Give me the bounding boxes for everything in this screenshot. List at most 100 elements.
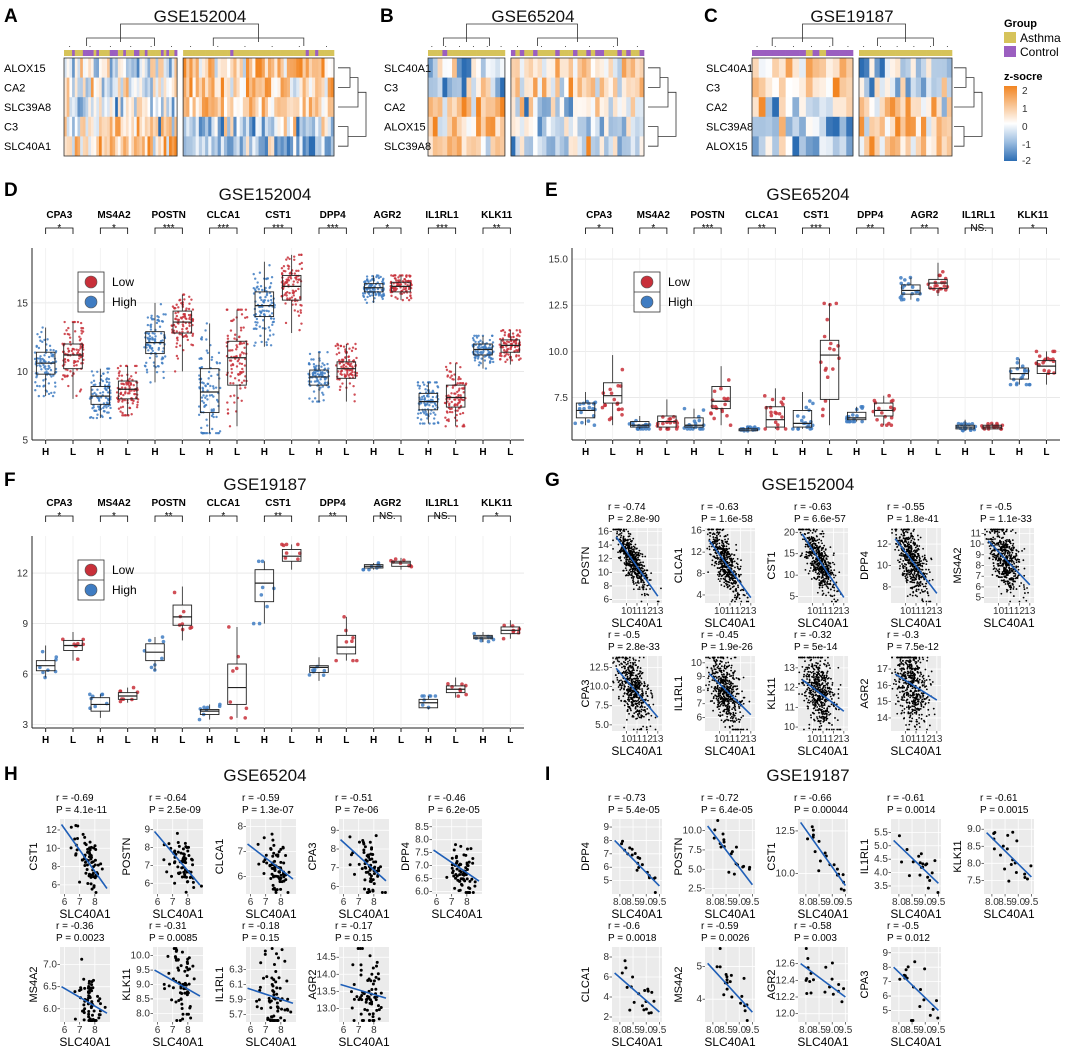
data-point xyxy=(205,394,208,398)
data-point xyxy=(592,423,597,428)
data-point xyxy=(246,342,249,346)
data-point xyxy=(640,579,643,582)
heatmap-cell xyxy=(236,77,240,98)
data-point xyxy=(93,391,96,395)
data-point xyxy=(209,384,212,388)
data-point xyxy=(226,334,230,338)
data-point xyxy=(33,351,37,354)
heatmap-cell xyxy=(139,136,143,157)
heatmap-cell xyxy=(152,77,156,98)
data-point xyxy=(644,555,647,558)
data-point xyxy=(136,400,139,404)
data-point xyxy=(311,400,314,403)
x-tick-label: L xyxy=(881,447,887,458)
heatmap-cell xyxy=(195,58,200,78)
data-point xyxy=(238,362,242,365)
data-point xyxy=(726,585,729,588)
heatmap-cell xyxy=(144,77,148,98)
heatmap-cell xyxy=(230,77,234,98)
data-point xyxy=(730,576,733,579)
heatmap-cell xyxy=(208,58,212,78)
heatmap-cell xyxy=(101,77,105,98)
data-point xyxy=(160,319,164,323)
data-point xyxy=(54,385,57,388)
data-point xyxy=(155,321,159,325)
data-point xyxy=(733,554,735,556)
data-point xyxy=(71,347,75,351)
data-point xyxy=(738,575,741,578)
data-point xyxy=(212,408,215,411)
data-point xyxy=(206,398,209,401)
heatmap-cell xyxy=(884,97,891,118)
data-point xyxy=(649,588,651,590)
heatmap-cell xyxy=(595,77,600,98)
data-point xyxy=(321,673,326,677)
heatmap-cell xyxy=(568,97,574,118)
data-point xyxy=(295,269,298,273)
heatmap-cell xyxy=(318,77,322,98)
data-point xyxy=(254,320,257,324)
heatmap-cell xyxy=(327,136,332,157)
data-point xyxy=(719,562,722,565)
significance-label: * xyxy=(651,223,655,234)
data-point xyxy=(629,538,631,541)
x-tick-label: L xyxy=(179,447,185,458)
heatmap-cell xyxy=(765,116,773,137)
data-point xyxy=(183,313,187,316)
data-point xyxy=(271,323,274,327)
data-point xyxy=(43,338,46,342)
heatmap-cell xyxy=(799,77,807,98)
data-point xyxy=(257,621,262,626)
data-point xyxy=(709,535,711,537)
heatmap-cell xyxy=(447,97,453,118)
data-point xyxy=(721,540,724,543)
heatmap-cell xyxy=(500,97,506,118)
data-point xyxy=(172,324,176,327)
group-annotation-cell xyxy=(166,50,170,56)
data-point xyxy=(740,573,742,576)
data-point xyxy=(401,298,405,302)
heatmap-cell xyxy=(533,136,538,157)
data-point xyxy=(643,592,646,595)
data-point xyxy=(189,625,194,630)
data-point xyxy=(506,358,509,361)
heatmap-cell xyxy=(99,97,102,118)
data-point xyxy=(366,295,369,299)
data-point xyxy=(394,296,397,299)
data-point xyxy=(157,365,160,368)
data-point xyxy=(61,377,64,381)
data-point xyxy=(185,327,188,330)
data-point xyxy=(229,382,232,385)
data-point xyxy=(292,280,296,283)
heatmap-cell xyxy=(819,97,827,118)
data-point xyxy=(243,346,246,350)
heatmap-cell xyxy=(123,58,127,78)
data-point xyxy=(643,583,646,586)
heatmap-cell xyxy=(792,116,800,137)
data-point xyxy=(162,313,165,316)
heatmap-cell xyxy=(946,136,953,157)
data-point xyxy=(425,403,429,406)
dendrogram-branch xyxy=(802,23,906,42)
heatmap-cell xyxy=(612,58,618,78)
data-point xyxy=(619,556,622,558)
data-point xyxy=(347,374,350,377)
data-point xyxy=(46,668,50,672)
heatmap-cell xyxy=(74,116,78,137)
heatmap-cell xyxy=(171,58,175,78)
heatmap-cell xyxy=(568,77,574,98)
data-point xyxy=(101,391,105,394)
heatmap-cell xyxy=(765,97,773,118)
data-point xyxy=(620,367,625,372)
heatmap-row-label: C3 xyxy=(4,122,18,134)
group-annotation-cell xyxy=(541,50,547,56)
data-point xyxy=(512,340,516,344)
group-annotation-cell xyxy=(573,50,578,56)
data-point xyxy=(33,357,37,361)
data-point xyxy=(624,563,626,566)
data-point xyxy=(739,565,742,568)
group-annotation-cell xyxy=(85,50,89,56)
heatmap-cell xyxy=(274,77,278,98)
data-point xyxy=(832,347,836,352)
data-point xyxy=(289,275,292,278)
